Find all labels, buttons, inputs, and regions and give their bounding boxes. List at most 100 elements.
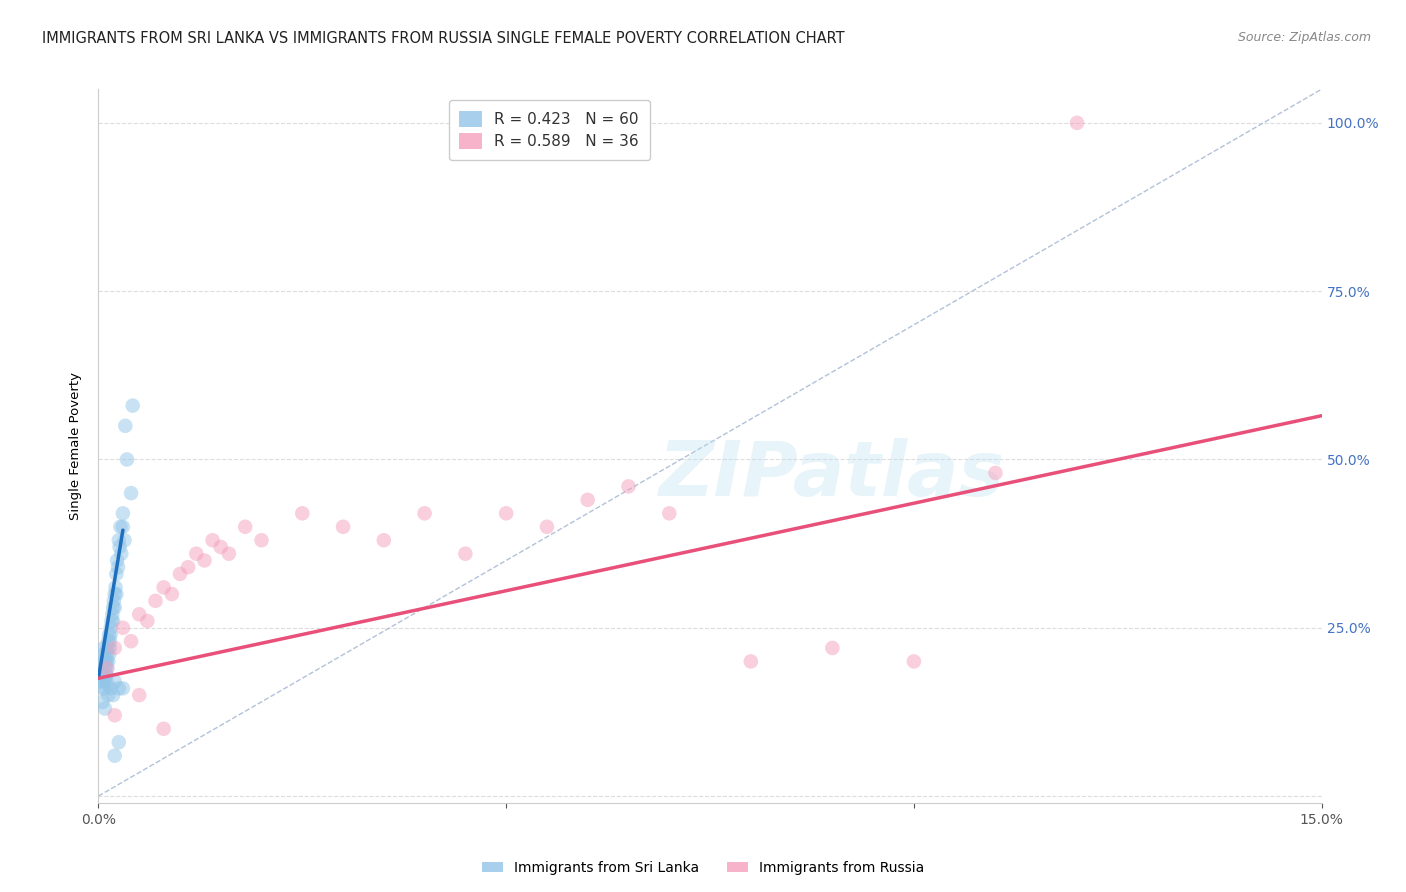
Point bbox=[332, 520, 354, 534]
Point bbox=[454, 547, 477, 561]
Point bbox=[984, 466, 1007, 480]
Point bbox=[108, 735, 131, 749]
Point bbox=[1066, 116, 1088, 130]
Point bbox=[108, 681, 131, 696]
Point bbox=[160, 587, 183, 601]
Point bbox=[128, 688, 150, 702]
Point bbox=[101, 607, 124, 622]
Point bbox=[233, 520, 256, 534]
Point bbox=[373, 533, 395, 548]
Point bbox=[121, 399, 143, 413]
Point bbox=[100, 681, 122, 696]
Text: ZIPatlas: ZIPatlas bbox=[659, 438, 1005, 511]
Point bbox=[101, 600, 124, 615]
Point bbox=[107, 560, 129, 574]
Point bbox=[98, 634, 121, 648]
Point bbox=[536, 520, 558, 534]
Point bbox=[91, 681, 114, 696]
Legend: Immigrants from Sri Lanka, Immigrants from Russia: Immigrants from Sri Lanka, Immigrants fr… bbox=[477, 855, 929, 880]
Point bbox=[617, 479, 640, 493]
Point bbox=[111, 681, 134, 696]
Point bbox=[100, 614, 122, 628]
Point bbox=[111, 506, 134, 520]
Point bbox=[97, 655, 120, 669]
Point bbox=[495, 506, 517, 520]
Point bbox=[201, 533, 224, 548]
Point bbox=[821, 640, 844, 655]
Point bbox=[250, 533, 273, 548]
Point bbox=[115, 452, 138, 467]
Point bbox=[94, 681, 117, 696]
Text: IMMIGRANTS FROM SRI LANKA VS IMMIGRANTS FROM RUSSIA SINGLE FEMALE POVERTY CORREL: IMMIGRANTS FROM SRI LANKA VS IMMIGRANTS … bbox=[42, 31, 845, 46]
Point bbox=[96, 668, 118, 682]
Point bbox=[104, 580, 127, 594]
Point bbox=[96, 661, 118, 675]
Point bbox=[104, 708, 127, 723]
Point bbox=[136, 614, 159, 628]
Y-axis label: Single Female Poverty: Single Female Poverty bbox=[69, 372, 83, 520]
Point bbox=[291, 506, 314, 520]
Point bbox=[96, 640, 118, 655]
Point bbox=[120, 486, 142, 500]
Point bbox=[576, 492, 599, 507]
Point bbox=[114, 533, 136, 548]
Point bbox=[96, 661, 118, 675]
Point bbox=[903, 655, 925, 669]
Point bbox=[91, 655, 114, 669]
Point bbox=[193, 553, 215, 567]
Point bbox=[108, 540, 131, 554]
Point bbox=[104, 748, 127, 763]
Point bbox=[120, 634, 142, 648]
Point bbox=[128, 607, 150, 622]
Point bbox=[152, 580, 174, 594]
Point bbox=[209, 540, 232, 554]
Point bbox=[114, 418, 136, 433]
Point bbox=[100, 621, 122, 635]
Point bbox=[96, 674, 118, 689]
Point bbox=[98, 648, 121, 662]
Point bbox=[96, 655, 118, 669]
Point bbox=[94, 668, 117, 682]
Point bbox=[103, 594, 125, 608]
Point bbox=[104, 600, 127, 615]
Legend: R = 0.423   N = 60, R = 0.589   N = 36: R = 0.423 N = 60, R = 0.589 N = 36 bbox=[449, 101, 650, 160]
Point bbox=[93, 640, 115, 655]
Point bbox=[100, 627, 122, 641]
Point bbox=[177, 560, 200, 574]
Point bbox=[111, 621, 134, 635]
Point bbox=[152, 722, 174, 736]
Point bbox=[104, 640, 127, 655]
Point bbox=[111, 520, 134, 534]
Point bbox=[93, 674, 115, 689]
Point bbox=[94, 655, 117, 669]
Point bbox=[186, 547, 208, 561]
Point bbox=[97, 688, 120, 702]
Point bbox=[110, 547, 132, 561]
Point bbox=[89, 668, 111, 682]
Point bbox=[218, 547, 240, 561]
Point bbox=[97, 634, 120, 648]
Point bbox=[96, 648, 118, 662]
Point bbox=[98, 640, 121, 655]
Point bbox=[101, 688, 124, 702]
Point bbox=[90, 674, 112, 689]
Point bbox=[94, 701, 117, 715]
Point bbox=[91, 668, 114, 682]
Point bbox=[104, 674, 127, 689]
Text: Source: ZipAtlas.com: Source: ZipAtlas.com bbox=[1237, 31, 1371, 45]
Point bbox=[169, 566, 191, 581]
Point bbox=[91, 648, 114, 662]
Point bbox=[105, 566, 128, 581]
Point bbox=[413, 506, 436, 520]
Point bbox=[145, 594, 167, 608]
Point bbox=[98, 627, 121, 641]
Point bbox=[104, 587, 127, 601]
Point bbox=[91, 695, 114, 709]
Point bbox=[108, 533, 131, 548]
Point bbox=[90, 661, 112, 675]
Point bbox=[101, 614, 124, 628]
Point bbox=[740, 655, 762, 669]
Point bbox=[658, 506, 681, 520]
Point bbox=[94, 661, 117, 675]
Point bbox=[105, 553, 128, 567]
